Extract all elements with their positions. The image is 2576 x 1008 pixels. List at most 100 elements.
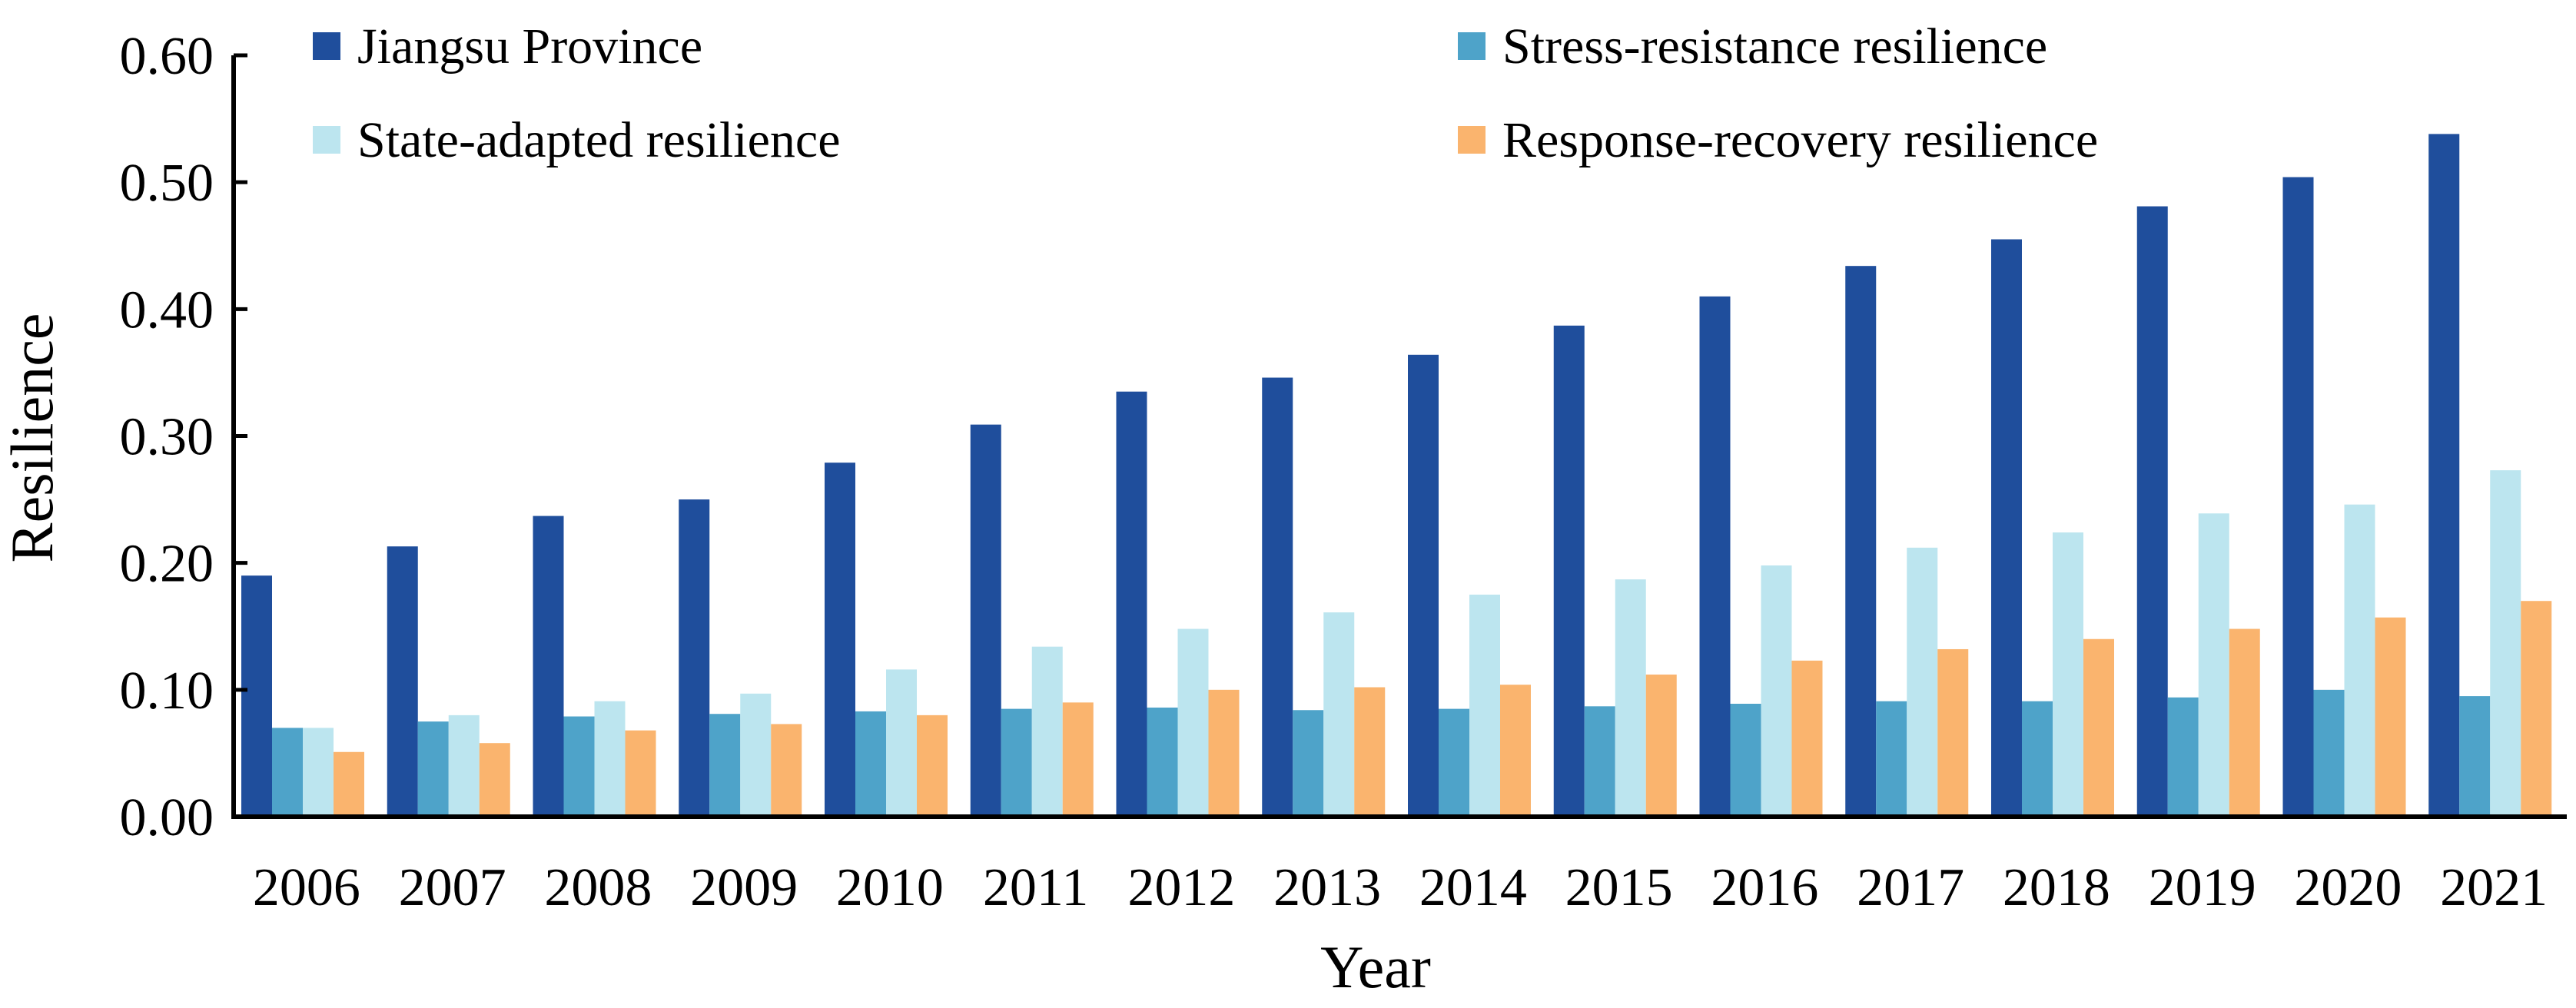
x-axis-title: Year [1320,933,1431,1000]
x-tick-label: 2008 [544,858,652,917]
bar-jiangsu-province-2009 [679,499,710,817]
y-tick-label: 0.20 [120,535,214,594]
bar-jiangsu-province-2010 [825,463,855,817]
x-tick-label: 2012 [1127,858,1235,917]
y-tick-label: 0.00 [120,788,214,847]
bar-response-recovery-resilience-2014 [1500,685,1531,817]
bar-stress-resistance-resilience-2017 [1876,701,1907,817]
bar-response-recovery-resilience-2011 [1062,702,1094,817]
bar-state-adapted-resilience-2020 [2344,504,2375,817]
bar-stress-resistance-resilience-2011 [1001,708,1032,817]
x-tick-label: 2011 [983,858,1088,917]
legend-label: Jiangsu Province [357,18,702,75]
bar-stress-resistance-resilience-2021 [2459,696,2491,817]
bar-state-adapted-resilience-2007 [448,715,480,817]
bar-jiangsu-province-2011 [970,424,1001,817]
bar-response-recovery-resilience-2008 [625,730,656,817]
bar-stress-resistance-resilience-2009 [709,714,741,817]
x-tick-label: 2017 [1857,858,1964,917]
bar-state-adapted-resilience-2011 [1031,646,1063,817]
legend: Jiangsu Province Stress-resistance resili… [313,18,2098,168]
bar-state-adapted-resilience-2015 [1615,579,1646,817]
bar-stress-resistance-resilience-2019 [2167,697,2199,817]
bar-stress-resistance-resilience-2010 [855,711,886,817]
bar-response-recovery-resilience-2007 [479,743,510,817]
x-tick-label: 2014 [1419,858,1527,917]
bar-jiangsu-province-2020 [2282,177,2314,817]
bar-jiangsu-province-2014 [1408,354,1439,817]
bar-state-adapted-resilience-2008 [594,701,626,817]
x-tick-label: 2009 [690,858,798,917]
y-tick-label: 0.30 [120,408,214,467]
bar-stress-resistance-resilience-2007 [417,721,449,817]
bar-response-recovery-resilience-2018 [2083,638,2114,817]
x-tick-label: 2016 [1711,858,1818,917]
bar-response-recovery-resilience-2021 [2521,601,2552,817]
bar-state-adapted-resilience-2012 [1177,628,1209,817]
bar-response-recovery-resilience-2012 [1208,689,1240,817]
x-tick-label: 2021 [2440,858,2548,917]
x-tick-label: 2015 [1565,858,1673,917]
bar-response-recovery-resilience-2006 [334,751,364,817]
bar-jiangsu-province-2015 [1553,325,1585,817]
x-tick-layer: 2006 2007 2008 2009 2010 2011 2012 2013 2014 2015… [253,858,2548,917]
x-tick-label: 2020 [2294,858,2402,917]
bar-state-adapted-resilience-2018 [2053,532,2083,817]
bar-jiangsu-province-2016 [1699,296,1731,817]
bar-state-adapted-resilience-2006 [303,728,334,817]
bar-jiangsu-province-2008 [533,516,564,817]
bar-jiangsu-province-2021 [2428,134,2460,817]
x-tick-label: 2007 [399,858,506,917]
legend-swatch [1458,126,1486,154]
bar-stress-resistance-resilience-2016 [1730,704,1761,817]
bar-state-adapted-resilience-2009 [740,693,772,817]
bar-state-adapted-resilience-2010 [886,669,917,817]
bar-response-recovery-resilience-2010 [917,715,948,817]
x-tick-label: 2013 [1273,858,1381,917]
legend-swatch [1458,32,1486,60]
y-tick-label: 0.40 [120,280,214,340]
x-tick-label: 2010 [836,858,944,917]
bar-jiangsu-province-2018 [1991,239,2022,817]
bar-state-adapted-resilience-2016 [1761,565,1792,817]
y-tick-layer: 0.00 0.10 0.20 0.30 0.40 0.50 0.60 [120,27,247,847]
x-tick-label: 2006 [253,858,360,917]
bar-stress-resistance-resilience-2015 [1584,706,1615,817]
bar-stress-resistance-resilience-2014 [1439,708,1469,817]
bar-response-recovery-resilience-2019 [2229,628,2260,817]
legend-label: Stress-resistance resilience [1502,18,2047,75]
bar-jiangsu-province-2007 [387,546,418,817]
y-axis-title: Resilience [0,313,65,563]
legend-label: State-adapted resilience [357,112,841,168]
bar-jiangsu-province-2012 [1116,391,1147,817]
bar-response-recovery-resilience-2017 [1937,648,1969,817]
bar-stress-resistance-resilience-2018 [2022,701,2053,817]
bar-jiangsu-province-2019 [2136,206,2168,817]
bar-state-adapted-resilience-2014 [1469,594,1500,817]
legend-swatch [313,32,340,60]
y-tick-label: 0.10 [120,662,214,721]
y-tick-label: 0.60 [120,27,214,86]
bar-layer [241,134,2552,817]
bar-state-adapted-resilience-2013 [1323,612,1355,817]
bar-response-recovery-resilience-2013 [1354,687,1386,817]
bar-stress-resistance-resilience-2012 [1147,707,1178,817]
bar-state-adapted-resilience-2019 [2198,513,2229,817]
bar-stress-resistance-resilience-2013 [1293,710,1324,817]
bar-stress-resistance-resilience-2008 [563,716,595,817]
bar-jiangsu-province-2017 [1845,266,1877,817]
x-tick-label: 2018 [2003,858,2110,917]
bar-jiangsu-province-2006 [241,575,272,817]
bar-stress-resistance-resilience-2020 [2313,689,2345,817]
bar-state-adapted-resilience-2017 [1907,547,1938,817]
bar-stress-resistance-resilience-2006 [272,728,303,817]
legend-swatch [313,126,340,154]
bar-jiangsu-province-2013 [1262,377,1293,817]
bar-response-recovery-resilience-2016 [1791,660,1823,817]
bar-response-recovery-resilience-2020 [2375,617,2406,817]
legend-label: Response-recovery resilience [1502,112,2098,168]
bar-state-adapted-resilience-2021 [2490,470,2521,817]
y-tick-label: 0.50 [120,154,214,213]
